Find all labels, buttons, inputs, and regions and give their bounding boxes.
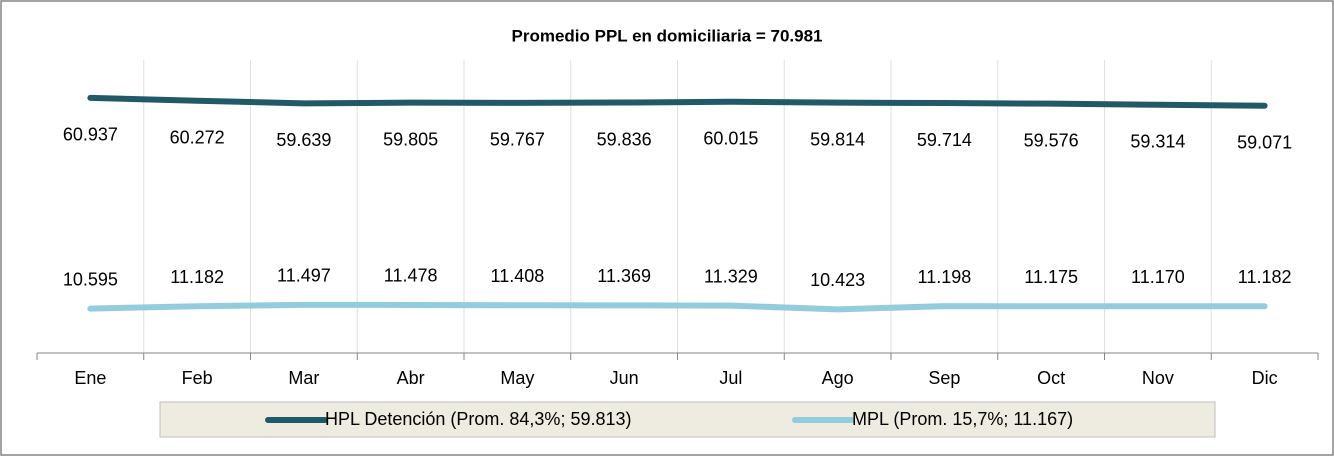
data-label: 59.805 <box>383 129 438 149</box>
data-label: 60.937 <box>63 125 118 145</box>
data-label: 11.369 <box>597 266 651 286</box>
data-label: 59.639 <box>276 130 331 150</box>
legend-label: MPL (Prom. 15,7%; 11.167) <box>852 409 1073 429</box>
x-tick-label: Nov <box>1142 368 1174 388</box>
data-label: 10.595 <box>63 269 118 289</box>
x-tick-label: Abr <box>397 368 425 388</box>
data-label: 11.497 <box>277 266 331 286</box>
data-label: 11.408 <box>491 266 545 286</box>
data-label: 11.329 <box>704 266 758 286</box>
series-line <box>87 94 1268 109</box>
data-label: 59.767 <box>490 130 545 150</box>
x-tick-label: Oct <box>1037 368 1065 388</box>
data-label: 59.814 <box>810 129 865 149</box>
x-tick-label: Ene <box>74 368 106 388</box>
data-label: 10.423 <box>810 270 865 290</box>
data-label: 11.478 <box>384 266 438 286</box>
data-label: 59.071 <box>1237 132 1292 152</box>
data-label: 59.576 <box>1024 130 1079 150</box>
x-tick-label: Ago <box>822 368 854 388</box>
chart-title: Promedio PPL en domiciliaria = 70.981 <box>511 26 822 45</box>
x-tick-label: Mar <box>288 368 319 388</box>
x-tick-label: Dic <box>1252 368 1278 388</box>
legend-label: HPL Detención (Prom. 84,3%; 59.813) <box>325 409 632 429</box>
series-line <box>87 301 1268 313</box>
data-label: 59.836 <box>597 129 652 149</box>
data-label: 11.182 <box>170 267 224 287</box>
data-label: 11.182 <box>1238 267 1292 287</box>
x-tick-label: Jul <box>719 368 742 388</box>
data-label: 60.015 <box>703 129 758 149</box>
x-tick-label: Feb <box>182 368 213 388</box>
data-label: 60.272 <box>170 127 225 147</box>
legend-box <box>159 401 1216 438</box>
x-tick-label: Jun <box>610 368 639 388</box>
data-label: 59.714 <box>917 130 972 150</box>
data-label: 59.314 <box>1130 131 1185 151</box>
x-tick-label: May <box>500 368 534 388</box>
data-label: 11.175 <box>1024 267 1078 287</box>
x-tick-label: Sep <box>928 368 960 388</box>
data-label: 11.198 <box>918 267 972 287</box>
data-label: 11.170 <box>1131 267 1185 287</box>
